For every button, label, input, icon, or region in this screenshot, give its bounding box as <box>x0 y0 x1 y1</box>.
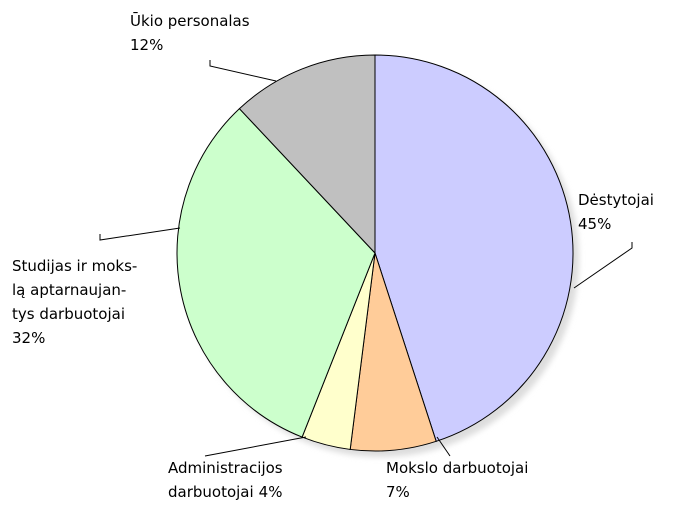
leader-line <box>99 227 181 241</box>
slice-label: Ūkio personalas 12% <box>130 11 250 54</box>
label-line: lą aptarnaujan- <box>12 281 126 299</box>
label-line: Dėstytojai <box>578 191 654 209</box>
slice-label: Studijas ir moks-lą aptarnaujan-tys darb… <box>12 257 137 347</box>
value-label: 12% <box>130 36 163 54</box>
value-label: 45% <box>578 215 611 233</box>
label-line: Mokslo darbuotojai <box>386 459 528 477</box>
pie-slice <box>374 54 574 442</box>
slice-label: Mokslo darbuotojai 7% <box>386 459 528 501</box>
value-label: 32% <box>12 329 45 347</box>
leader-line <box>573 242 633 289</box>
label-line: Studijas ir moks- <box>12 257 137 275</box>
leader-line <box>204 436 307 457</box>
slice-label: Administracijos darbuotojai 4% <box>168 459 283 501</box>
leader-line <box>209 60 277 82</box>
label-line: tys darbuotojai <box>12 305 125 323</box>
pie-slice <box>176 107 376 438</box>
label-line: darbuotojai <box>168 483 254 501</box>
label-line: Administracijos <box>168 459 283 477</box>
leader-line <box>436 436 451 457</box>
label-line: Ūkio personalas <box>130 11 250 30</box>
value-label: 7% <box>386 483 410 501</box>
pie-slice <box>238 54 376 255</box>
slice-label: Dėstytojai 45% <box>578 191 654 233</box>
value-label: 4% <box>259 483 283 501</box>
